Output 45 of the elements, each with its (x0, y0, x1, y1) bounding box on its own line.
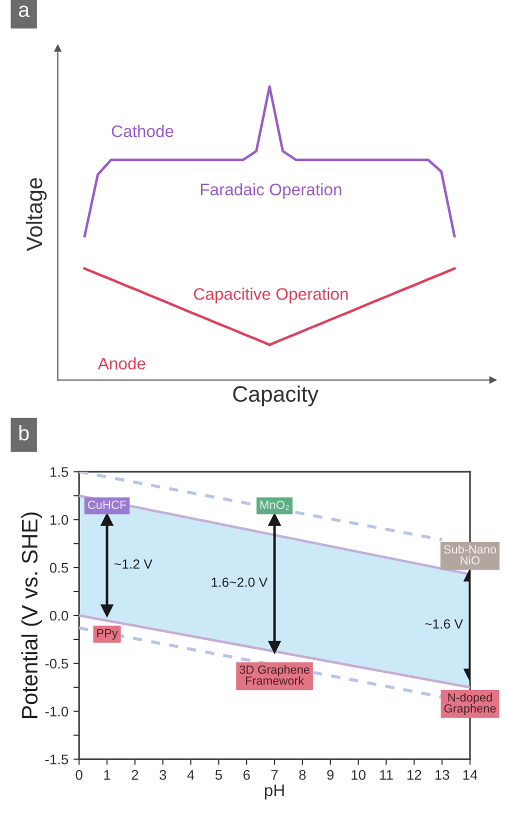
y-tick-label: 0.5 (50, 562, 68, 573)
x-tick-label: 7 (271, 770, 278, 780)
annotation: Faradaic Operation (200, 183, 342, 199)
annotation: 3D Graphene Framework (240, 665, 310, 685)
x-tick-label: 10 (352, 770, 366, 780)
x-tick-label: 1 (104, 770, 110, 780)
y-tick-label: -0.5 (45, 658, 68, 669)
point (268, 640, 281, 654)
annotation: Capacitive Operation (194, 288, 348, 304)
x-tick-label: 6 (243, 770, 250, 780)
x-tick-label: 14 (463, 770, 478, 780)
y-axis-title: Voltage (26, 178, 47, 252)
annotation: ~1.2 V (114, 559, 152, 569)
x-tick-label: 11 (380, 770, 393, 780)
point (100, 513, 114, 526)
annotation: PPy (97, 629, 118, 640)
x-axis-title: Capacity (233, 386, 318, 406)
y-tick-label: -1.0 (45, 706, 68, 716)
y-axis-title: Potential (V vs. SHE) (21, 512, 42, 718)
x-tick-label: 0 (76, 770, 82, 780)
annotation: ~1.6 V (425, 619, 463, 629)
text: Anode (98, 357, 146, 370)
y-tick-label: -1.5 (45, 754, 68, 764)
annotation: 1.6~2.0 V (212, 578, 268, 587)
x-tick-label: 2 (132, 770, 138, 780)
annotation: CuHCF (88, 500, 126, 509)
annotation: MnO₂ (260, 500, 290, 510)
x-tick-label: 8 (299, 770, 306, 780)
point (100, 604, 114, 617)
x-tick-label: 9 (327, 770, 334, 780)
point (268, 513, 281, 526)
chart-title: b (19, 425, 29, 440)
series-label: Cathode (112, 124, 174, 138)
annotation: N-doped Graphene (444, 692, 496, 715)
y-tick-label: 1.0 (50, 514, 68, 525)
annotation: Sub-Nano NiO (444, 544, 496, 565)
x-tick-label: 3 (160, 770, 166, 780)
chart-title: a (18, 6, 30, 18)
x-tick-label: 12 (407, 770, 422, 780)
y-tick-label: 1.5 (50, 467, 68, 477)
x-tick-label: 4 (187, 770, 194, 780)
x-tick-label: 13 (435, 770, 450, 780)
x-tick-label: 5 (215, 770, 222, 780)
x-axis-title: pH (264, 784, 284, 800)
y-tick-label: 0.0 (50, 610, 68, 621)
